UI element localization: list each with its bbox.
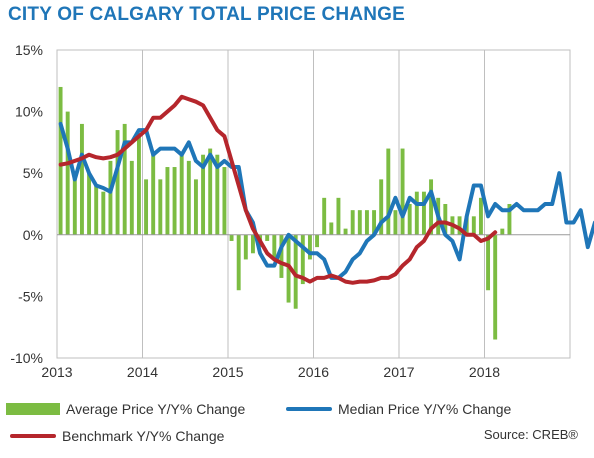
y-tick-label: -5%: [18, 288, 43, 304]
bar-average-price: [201, 154, 206, 235]
legend-label-median: Median Price Y/Y% Change: [338, 401, 512, 417]
chart-title: CITY OF CALGARY TOTAL PRICE CHANGE: [8, 4, 406, 25]
bar-average-price: [243, 234, 248, 260]
bar-average-price: [215, 154, 220, 235]
bar-average-price: [336, 197, 341, 235]
bar-average-price: [229, 234, 234, 241]
bar-average-price: [272, 234, 277, 260]
bar-average-price: [58, 86, 63, 235]
y-tick-label: 0%: [23, 227, 43, 243]
bar-average-price: [393, 210, 398, 235]
bar-average-price: [372, 210, 377, 235]
bar-average-price: [507, 204, 512, 235]
bar-average-price: [486, 234, 491, 291]
bar-average-price: [293, 234, 298, 309]
bar-average-price: [179, 154, 184, 235]
bar-average-price: [443, 204, 448, 235]
bar-average-price: [329, 222, 334, 235]
legend-swatch-benchmark: [10, 434, 56, 438]
bar-average-price: [364, 210, 369, 235]
bar-average-price: [414, 191, 419, 235]
bar-average-price: [457, 216, 462, 235]
bar-average-price: [250, 234, 255, 254]
source-note: Source: CREB®: [483, 427, 578, 442]
bar-average-price: [300, 234, 305, 285]
y-tick-label: 10%: [15, 104, 43, 120]
bar-average-price: [101, 191, 106, 235]
x-tick-label: 2013: [41, 364, 72, 380]
bar-average-price: [144, 179, 149, 235]
bar-average-price: [222, 167, 227, 235]
bar-average-price: [136, 136, 141, 235]
x-tick-label: 2018: [469, 364, 500, 380]
bar-average-price: [193, 179, 198, 235]
bar-average-price: [386, 148, 391, 235]
bar-average-price: [471, 216, 476, 235]
bar-average-price: [407, 204, 412, 235]
bar-average-price: [343, 228, 348, 235]
bar-average-price: [158, 179, 163, 235]
bar-average-price: [379, 179, 384, 235]
bar-average-price: [72, 173, 77, 235]
legend-label-benchmark: Benchmark Y/Y% Change: [62, 428, 225, 444]
y-tick-label: 5%: [23, 165, 43, 181]
bar-average-price: [500, 228, 505, 235]
x-tick-label: 2016: [298, 364, 329, 380]
line-median-price: [58, 121, 594, 280]
y-tick-label: 15%: [15, 42, 43, 58]
bar-average-price: [115, 130, 120, 235]
bar-average-price: [186, 160, 191, 235]
bar-average-price: [421, 191, 426, 235]
x-tick-label: 2015: [212, 364, 243, 380]
bar-average-price: [322, 197, 327, 235]
bar-average-price: [122, 123, 127, 235]
bar-average-price: [208, 148, 213, 235]
bar-average-price: [165, 167, 170, 235]
bar-average-price: [315, 234, 320, 248]
bar-average-price: [279, 234, 284, 278]
bar-average-price: [129, 160, 134, 235]
bar-average-price: [236, 234, 241, 291]
bar-average-price: [400, 148, 405, 235]
bar-average-price: [307, 234, 312, 260]
x-tick-label: 2014: [127, 364, 158, 380]
legend-swatch-average: [6, 403, 60, 415]
bar-average-price: [357, 210, 362, 235]
line-benchmark: [58, 94, 498, 285]
legend-swatch-median: [286, 407, 332, 411]
legend-item-median: Median Price Y/Y% Change: [286, 401, 511, 417]
legend-item-benchmark: Benchmark Y/Y% Change: [10, 428, 224, 444]
bar-average-price: [493, 234, 498, 340]
y-tick-label: -10%: [10, 350, 43, 366]
bar-average-price: [151, 154, 156, 235]
legend-label-average: Average Price Y/Y% Change: [66, 401, 246, 417]
bar-average-price: [478, 197, 483, 235]
bar-average-price: [108, 160, 113, 235]
bar-average-price: [265, 234, 270, 241]
bar-average-price: [429, 179, 434, 235]
bar-average-price: [79, 123, 84, 235]
legend-item-average: Average Price Y/Y% Change: [6, 401, 245, 417]
bar-average-price: [172, 167, 177, 235]
bar-average-price: [87, 173, 92, 235]
bar-average-price: [65, 111, 70, 235]
bar-average-price: [350, 210, 355, 235]
x-tick-label: 2017: [383, 364, 414, 380]
bar-average-price: [94, 185, 99, 235]
